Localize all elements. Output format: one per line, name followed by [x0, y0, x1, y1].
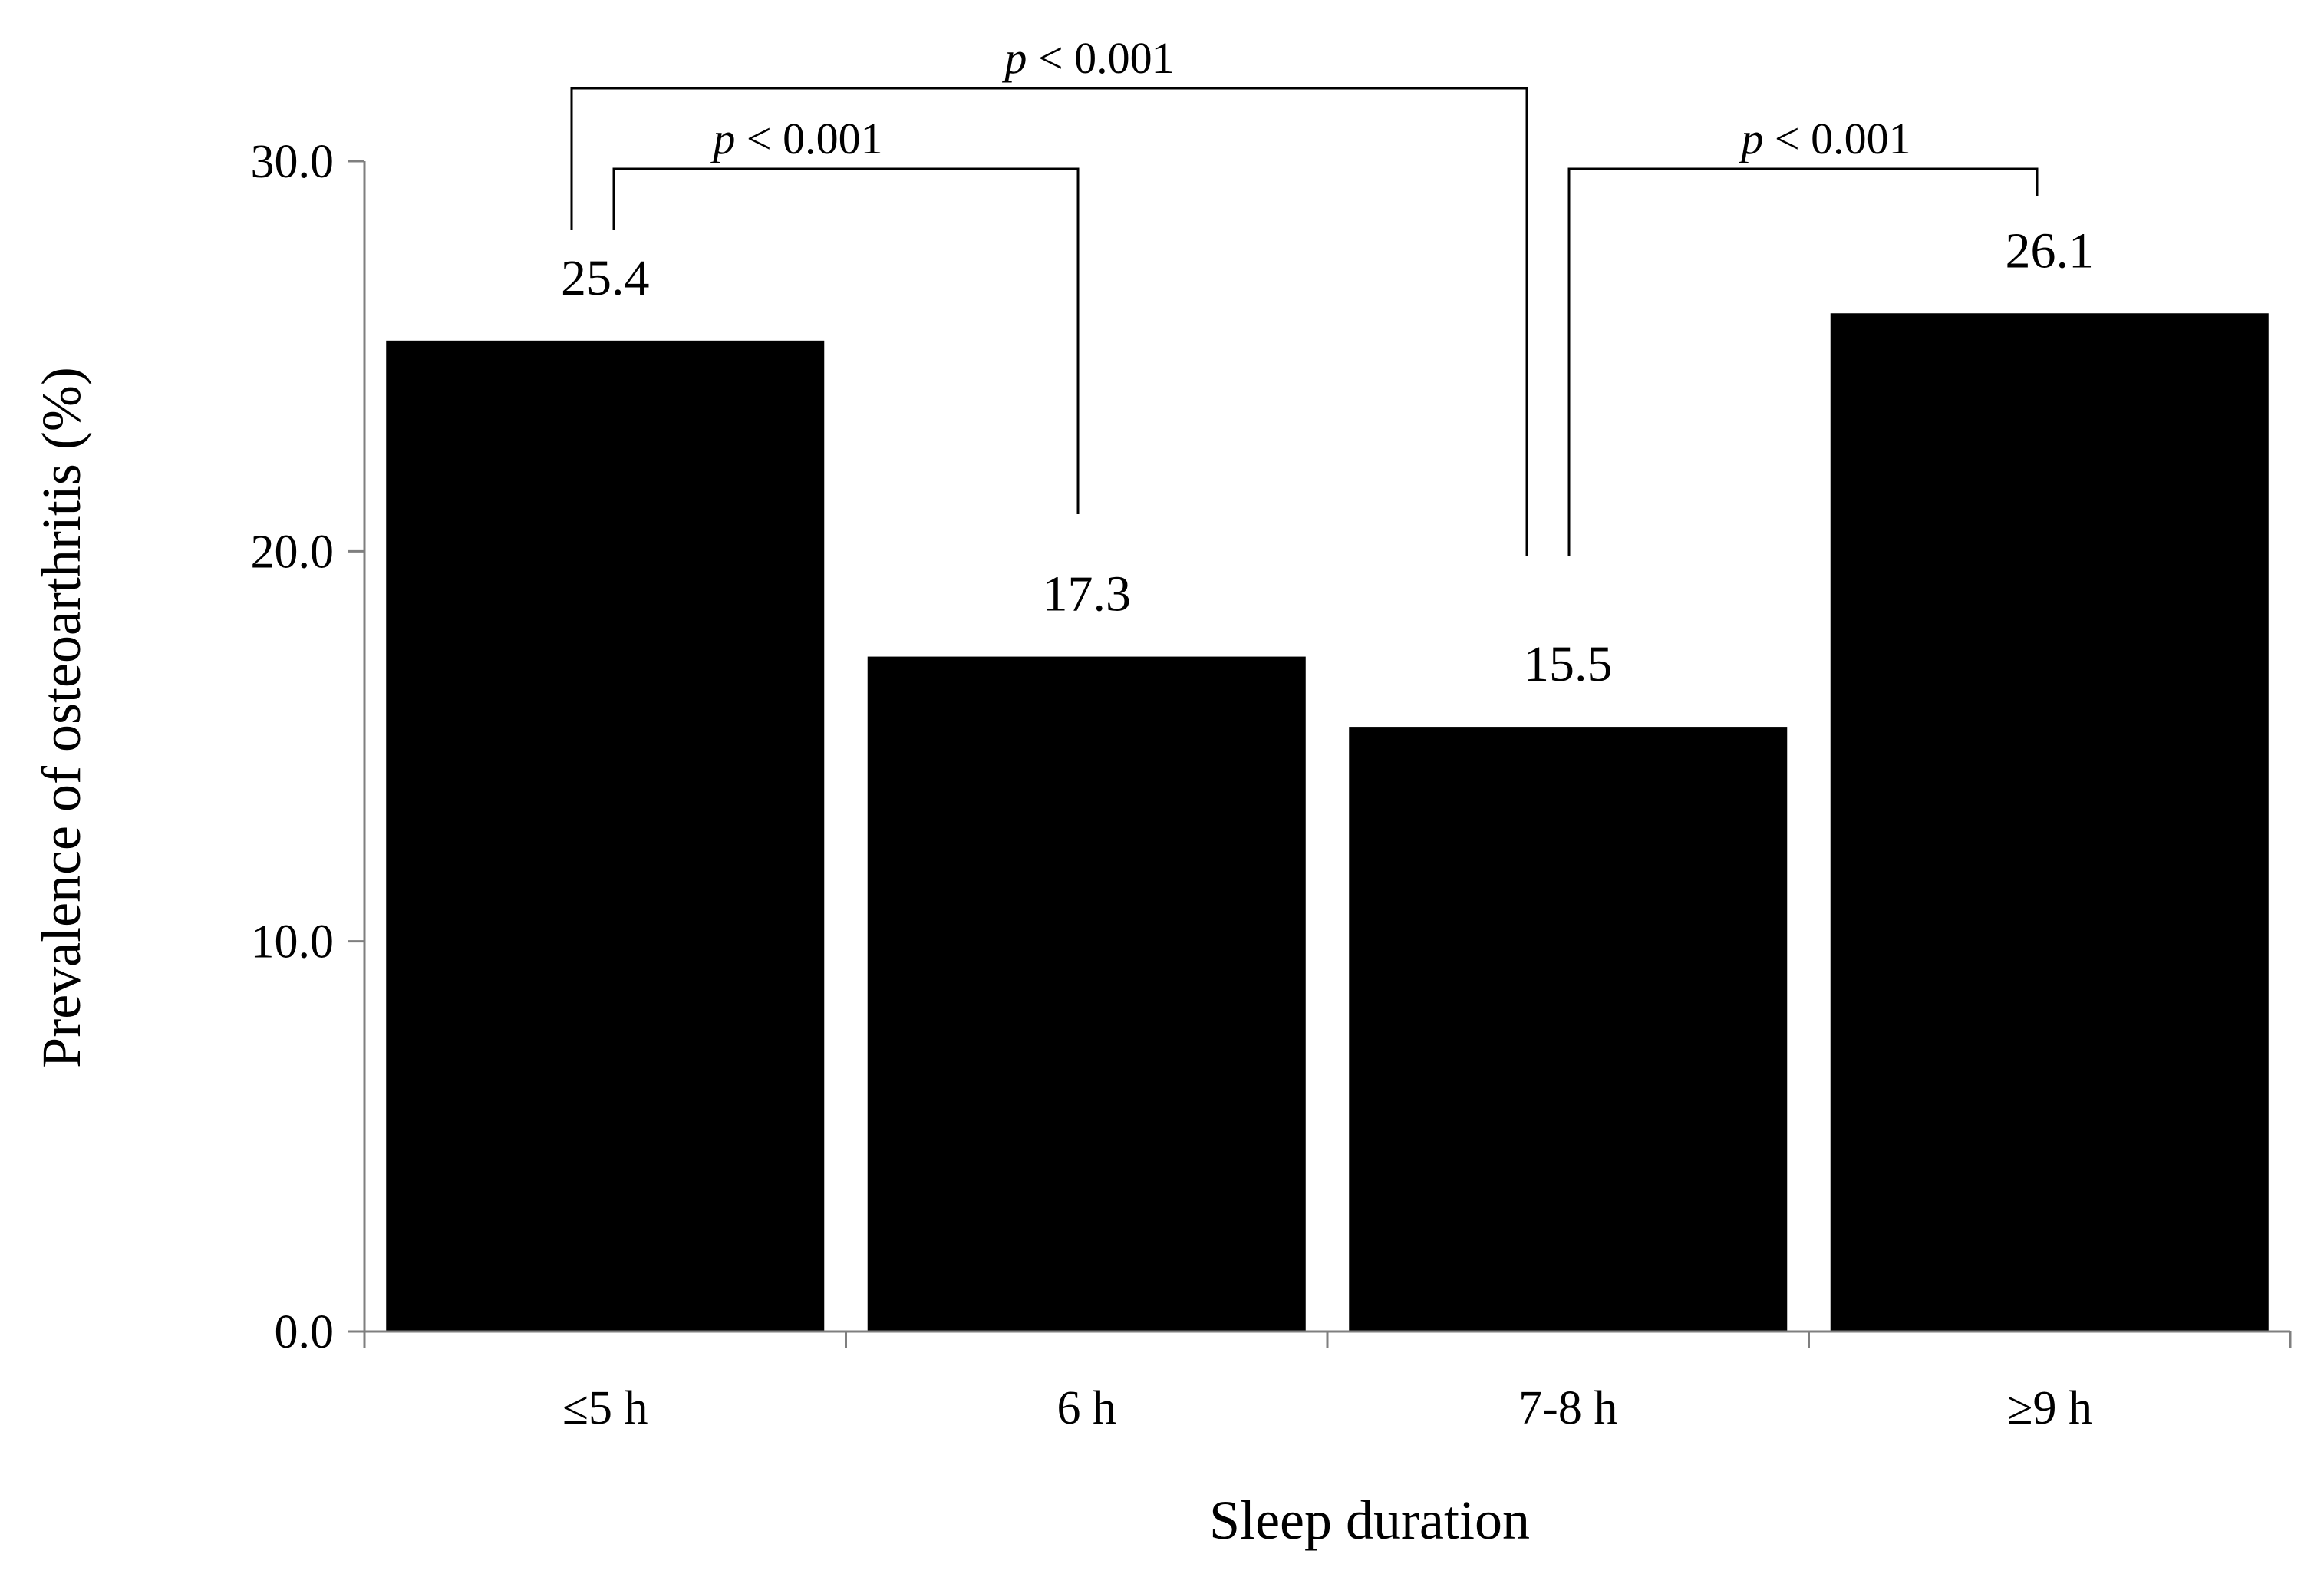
- bar-1: [867, 656, 1306, 1331]
- y-tick-label: 30.0: [251, 136, 335, 188]
- x-axis-title: Sleep duration: [1209, 1490, 1530, 1551]
- data-label: 15.5: [1524, 636, 1613, 692]
- bracket-line: [612, 167, 1080, 514]
- significance-bracket: p < 0.001: [612, 114, 1080, 514]
- data-label: 25.4: [561, 250, 650, 306]
- x-tick-label: ≥9 h: [2006, 1382, 2092, 1434]
- data-label: 17.3: [1043, 566, 1132, 622]
- x-tick-label: 7-8 h: [1518, 1382, 1617, 1434]
- x-tick-label: ≤5 h: [562, 1382, 648, 1434]
- p-value-text: < 0.001: [735, 114, 882, 163]
- p-value-label: p < 0.001: [1001, 33, 1174, 83]
- significance-bracket: p < 0.001: [1567, 114, 2039, 556]
- data-labels: 25.4 17.3 15.5 26.1: [561, 223, 2094, 692]
- bracket-line: [1567, 167, 2039, 556]
- y-axis-title: Prevalence of osteoarthritis (%): [31, 367, 92, 1068]
- p-value-text: < 0.001: [1763, 114, 1910, 163]
- bar-0: [386, 340, 825, 1331]
- p-symbol: p: [1738, 114, 1763, 163]
- p-symbol: p: [1001, 33, 1027, 83]
- p-value-text: < 0.001: [1027, 33, 1174, 83]
- y-tick-label: 0.0: [275, 1306, 335, 1358]
- x-tick-label: 6 h: [1057, 1382, 1117, 1434]
- bracket-line: [570, 87, 1528, 556]
- bar-2: [1349, 727, 1788, 1331]
- p-symbol: p: [710, 114, 735, 163]
- significance-bracket: p < 0.001: [570, 33, 1528, 556]
- y-tick-label: 10.0: [251, 916, 335, 968]
- p-value-label: p < 0.001: [710, 114, 882, 163]
- y-tick-label: 20.0: [251, 526, 335, 578]
- axes: 0.0 10.0 20.0 30.0 ≤5 h 6 h 7-8 h ≥9 h: [251, 136, 2292, 1434]
- data-label: 26.1: [2006, 223, 2095, 279]
- bars: [386, 313, 2269, 1331]
- p-value-label: p < 0.001: [1738, 114, 1910, 163]
- bar-3: [1830, 313, 2269, 1331]
